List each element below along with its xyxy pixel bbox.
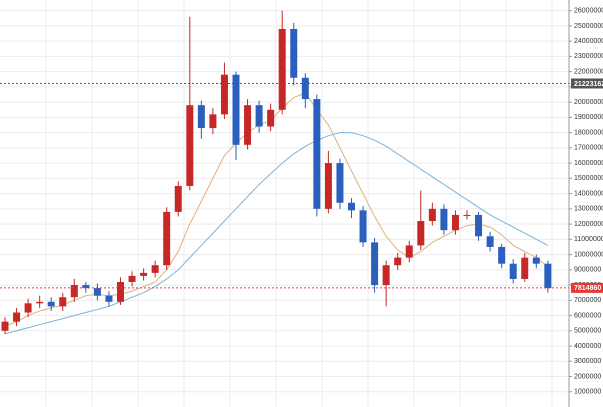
candle-body — [47, 301, 55, 307]
candle-body — [255, 105, 263, 127]
y-tick-label: 11000000 — [574, 236, 603, 243]
candle-body — [82, 285, 90, 289]
price-tag — [571, 78, 603, 89]
candle-body — [244, 105, 252, 145]
y-tick-label: 7000000 — [574, 297, 601, 304]
y-tick-label: 4000000 — [574, 343, 601, 350]
y-tick-label: 17000000 — [574, 145, 603, 152]
y-tick-label: 19000000 — [574, 114, 603, 121]
candle-body — [405, 245, 413, 258]
y-tick-label: 15000000 — [574, 175, 603, 182]
y-tick-label: 2000000 — [574, 373, 601, 380]
y-tick-label: 23000000 — [574, 53, 603, 60]
y-tick-label: 10000000 — [574, 251, 603, 258]
y-tick-label: 25000000 — [574, 23, 603, 30]
moving-average-line — [4, 132, 549, 335]
candle-body — [532, 257, 540, 264]
candle-body — [24, 303, 32, 313]
y-tick-label: 18000000 — [574, 129, 603, 136]
candle-body — [151, 265, 159, 273]
y-tick-label: 6000000 — [574, 312, 601, 319]
candle-body — [451, 214, 459, 231]
candle-body — [186, 105, 194, 186]
candle-body — [128, 275, 136, 283]
candle-body — [93, 288, 101, 296]
candle-body — [174, 185, 182, 212]
candle-body — [197, 105, 205, 129]
y-tick-label: 16000000 — [574, 160, 603, 167]
price-tag — [571, 282, 603, 293]
candle-body — [440, 208, 448, 231]
y-tick-label: 12000000 — [574, 221, 603, 228]
y-tick-label: 26000000 — [574, 8, 603, 15]
candle-body — [417, 221, 425, 246]
candle-body — [267, 109, 275, 127]
candle-body — [498, 246, 506, 264]
candle-body — [301, 77, 309, 100]
candle-body — [324, 163, 332, 209]
candle-body — [371, 242, 379, 286]
candle-body — [463, 214, 471, 216]
y-tick-label: 14000000 — [574, 190, 603, 197]
candle-body — [509, 263, 517, 279]
candle-body — [117, 282, 124, 302]
y-tick-label: 1000000 — [574, 389, 601, 396]
candle-body — [359, 210, 367, 243]
price-tag-label: 7814860 — [574, 285, 601, 292]
candle-body — [70, 285, 78, 298]
candle-body — [382, 265, 390, 286]
candle-body — [1, 321, 9, 331]
candle-body — [348, 202, 355, 211]
candle-body — [209, 114, 217, 129]
candle-body — [278, 28, 286, 110]
candle-body — [163, 211, 171, 266]
y-tick-label: 24000000 — [574, 38, 603, 45]
candle-body — [13, 312, 21, 322]
candle-body — [521, 257, 529, 279]
candle-body — [486, 236, 494, 247]
price-tag-label: 21223162 — [574, 81, 603, 88]
candle-body — [59, 297, 67, 307]
candle-body — [290, 28, 298, 78]
candle-body — [220, 74, 228, 115]
candle-body — [394, 257, 402, 266]
y-tick-label: 9000000 — [574, 267, 601, 274]
candle-body — [105, 295, 113, 302]
y-tick-label: 20000000 — [574, 99, 603, 106]
candle-body — [232, 74, 240, 145]
candle-body — [313, 99, 321, 209]
candle-body — [428, 208, 436, 222]
candle-body — [140, 272, 148, 276]
y-tick-label: 13000000 — [574, 206, 603, 213]
candle-body — [475, 214, 483, 237]
candle-body — [36, 301, 44, 304]
candle-body — [544, 263, 552, 289]
candle-body — [336, 163, 344, 203]
y-tick-label: 3000000 — [574, 358, 601, 365]
y-tick-label: 5000000 — [574, 328, 601, 335]
y-tick-label: 22000000 — [574, 68, 603, 75]
